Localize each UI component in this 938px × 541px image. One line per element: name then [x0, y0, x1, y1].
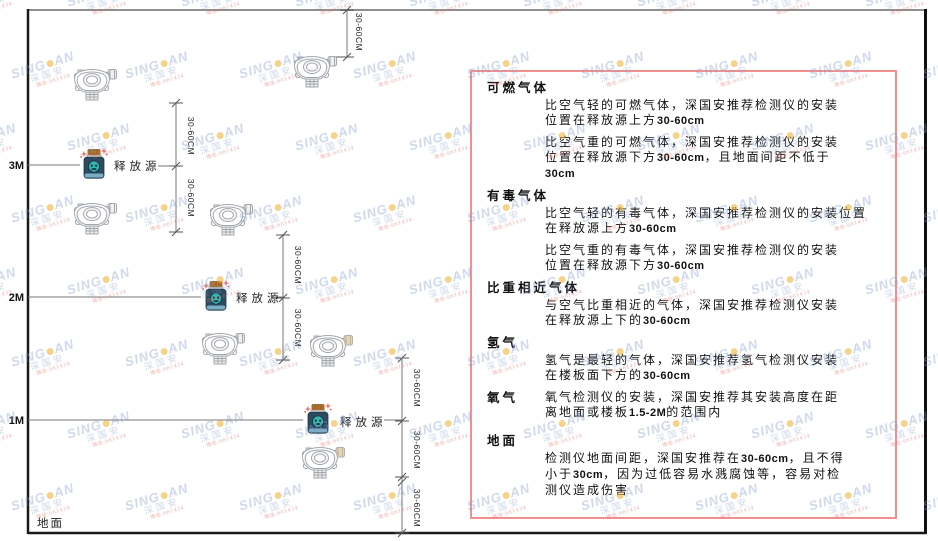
release-source-icon — [201, 280, 230, 311]
section-heading-ground: 地面 — [487, 433, 519, 448]
dimension-label: 30-60CM — [293, 246, 303, 284]
section-heading-oxygen: 氧气 — [487, 390, 519, 405]
release-source-label: 释放源 — [114, 159, 161, 173]
gas-detector-icon — [209, 204, 253, 236]
dimension-lines — [175, 10, 403, 533]
section-heading-combustible-gas: 可燃气体 — [487, 80, 550, 95]
section-oxygen: 氧气 氧气检测仪的安装，深国安推荐其安装高度在距 离地面或楼板1.5-2M的范围… — [487, 390, 885, 421]
dimension-label: 30-60CM — [412, 431, 422, 469]
dimension-label: 30-60CM — [293, 309, 303, 347]
paragraph: 氢气是最轻的气体，深国安推荐氢气检测仪安装 在楼板面下方的30-60cm — [545, 353, 840, 382]
height-reference-lines — [28, 164, 402, 421]
gas-detector-icon — [201, 333, 245, 365]
section-heading-similar-density-gas: 比重相近气体 — [487, 280, 581, 295]
section-heading-hydrogen: 氢气 — [487, 335, 519, 350]
height-label-3m: 3M — [9, 160, 24, 172]
paragraph: 比空气轻的有毒气体，深国安推荐检测仪的安装位置 在释放源上方30-60cm — [545, 206, 868, 235]
gas-detector-icon — [73, 203, 117, 235]
release-source-icon — [303, 403, 332, 434]
paragraph: 检测仪地面间距，深国安推荐在30-60cm，且不得 小于30cm，因为过低容易水… — [545, 451, 845, 497]
paragraph: 氧气检测仪的安装，深国安推荐其安装高度在距 离地面或楼板1.5-2M的范围内 — [545, 390, 840, 419]
paragraph: 与空气比重相近的气体，深国安推荐检测仪安装 在释放源上下的30-60cm — [545, 298, 840, 327]
release-source-icon — [79, 148, 108, 179]
dimension-ticks — [169, 5, 409, 538]
gas-detector-icon — [73, 69, 117, 101]
ground-label: 地面 — [37, 516, 64, 530]
paragraph: 比空气重的有毒气体，深国安推荐检测仪的安装 位置在释放源下方30-60cm — [545, 243, 840, 272]
paragraph: 比空气轻的可燃气体，深国安推荐检测仪的安装 位置在释放源上方30-60cm — [545, 98, 840, 127]
height-label-2m: 2M — [9, 292, 24, 304]
dimension-label: 30-60CM — [412, 489, 422, 527]
height-label-1m: 1M — [9, 415, 24, 427]
release-source-label: 释放源 — [340, 415, 387, 429]
dimension-label: 30-60CM — [186, 179, 196, 217]
release-source-label: 释放源 — [236, 291, 283, 305]
paragraph: 比空气重的可燃气体，深国安推荐检测仪的安装 位置在释放源下方30-60cm，且地… — [545, 135, 840, 180]
dimension-label: 30-60CM — [354, 13, 364, 51]
section-heading-toxic-gas: 有毒气体 — [487, 188, 550, 203]
gas-detector-icon — [301, 447, 345, 479]
gas-detector-icon — [309, 335, 353, 367]
dimension-label: 30-60CM — [186, 117, 196, 155]
gas-detector-icon — [293, 56, 337, 88]
dimension-label: 30-60CM — [412, 369, 422, 407]
info-panel: 可燃气体 比空气轻的可燃气体，深国安推荐检测仪的安装 位置在释放源上方30-60… — [470, 70, 897, 519]
